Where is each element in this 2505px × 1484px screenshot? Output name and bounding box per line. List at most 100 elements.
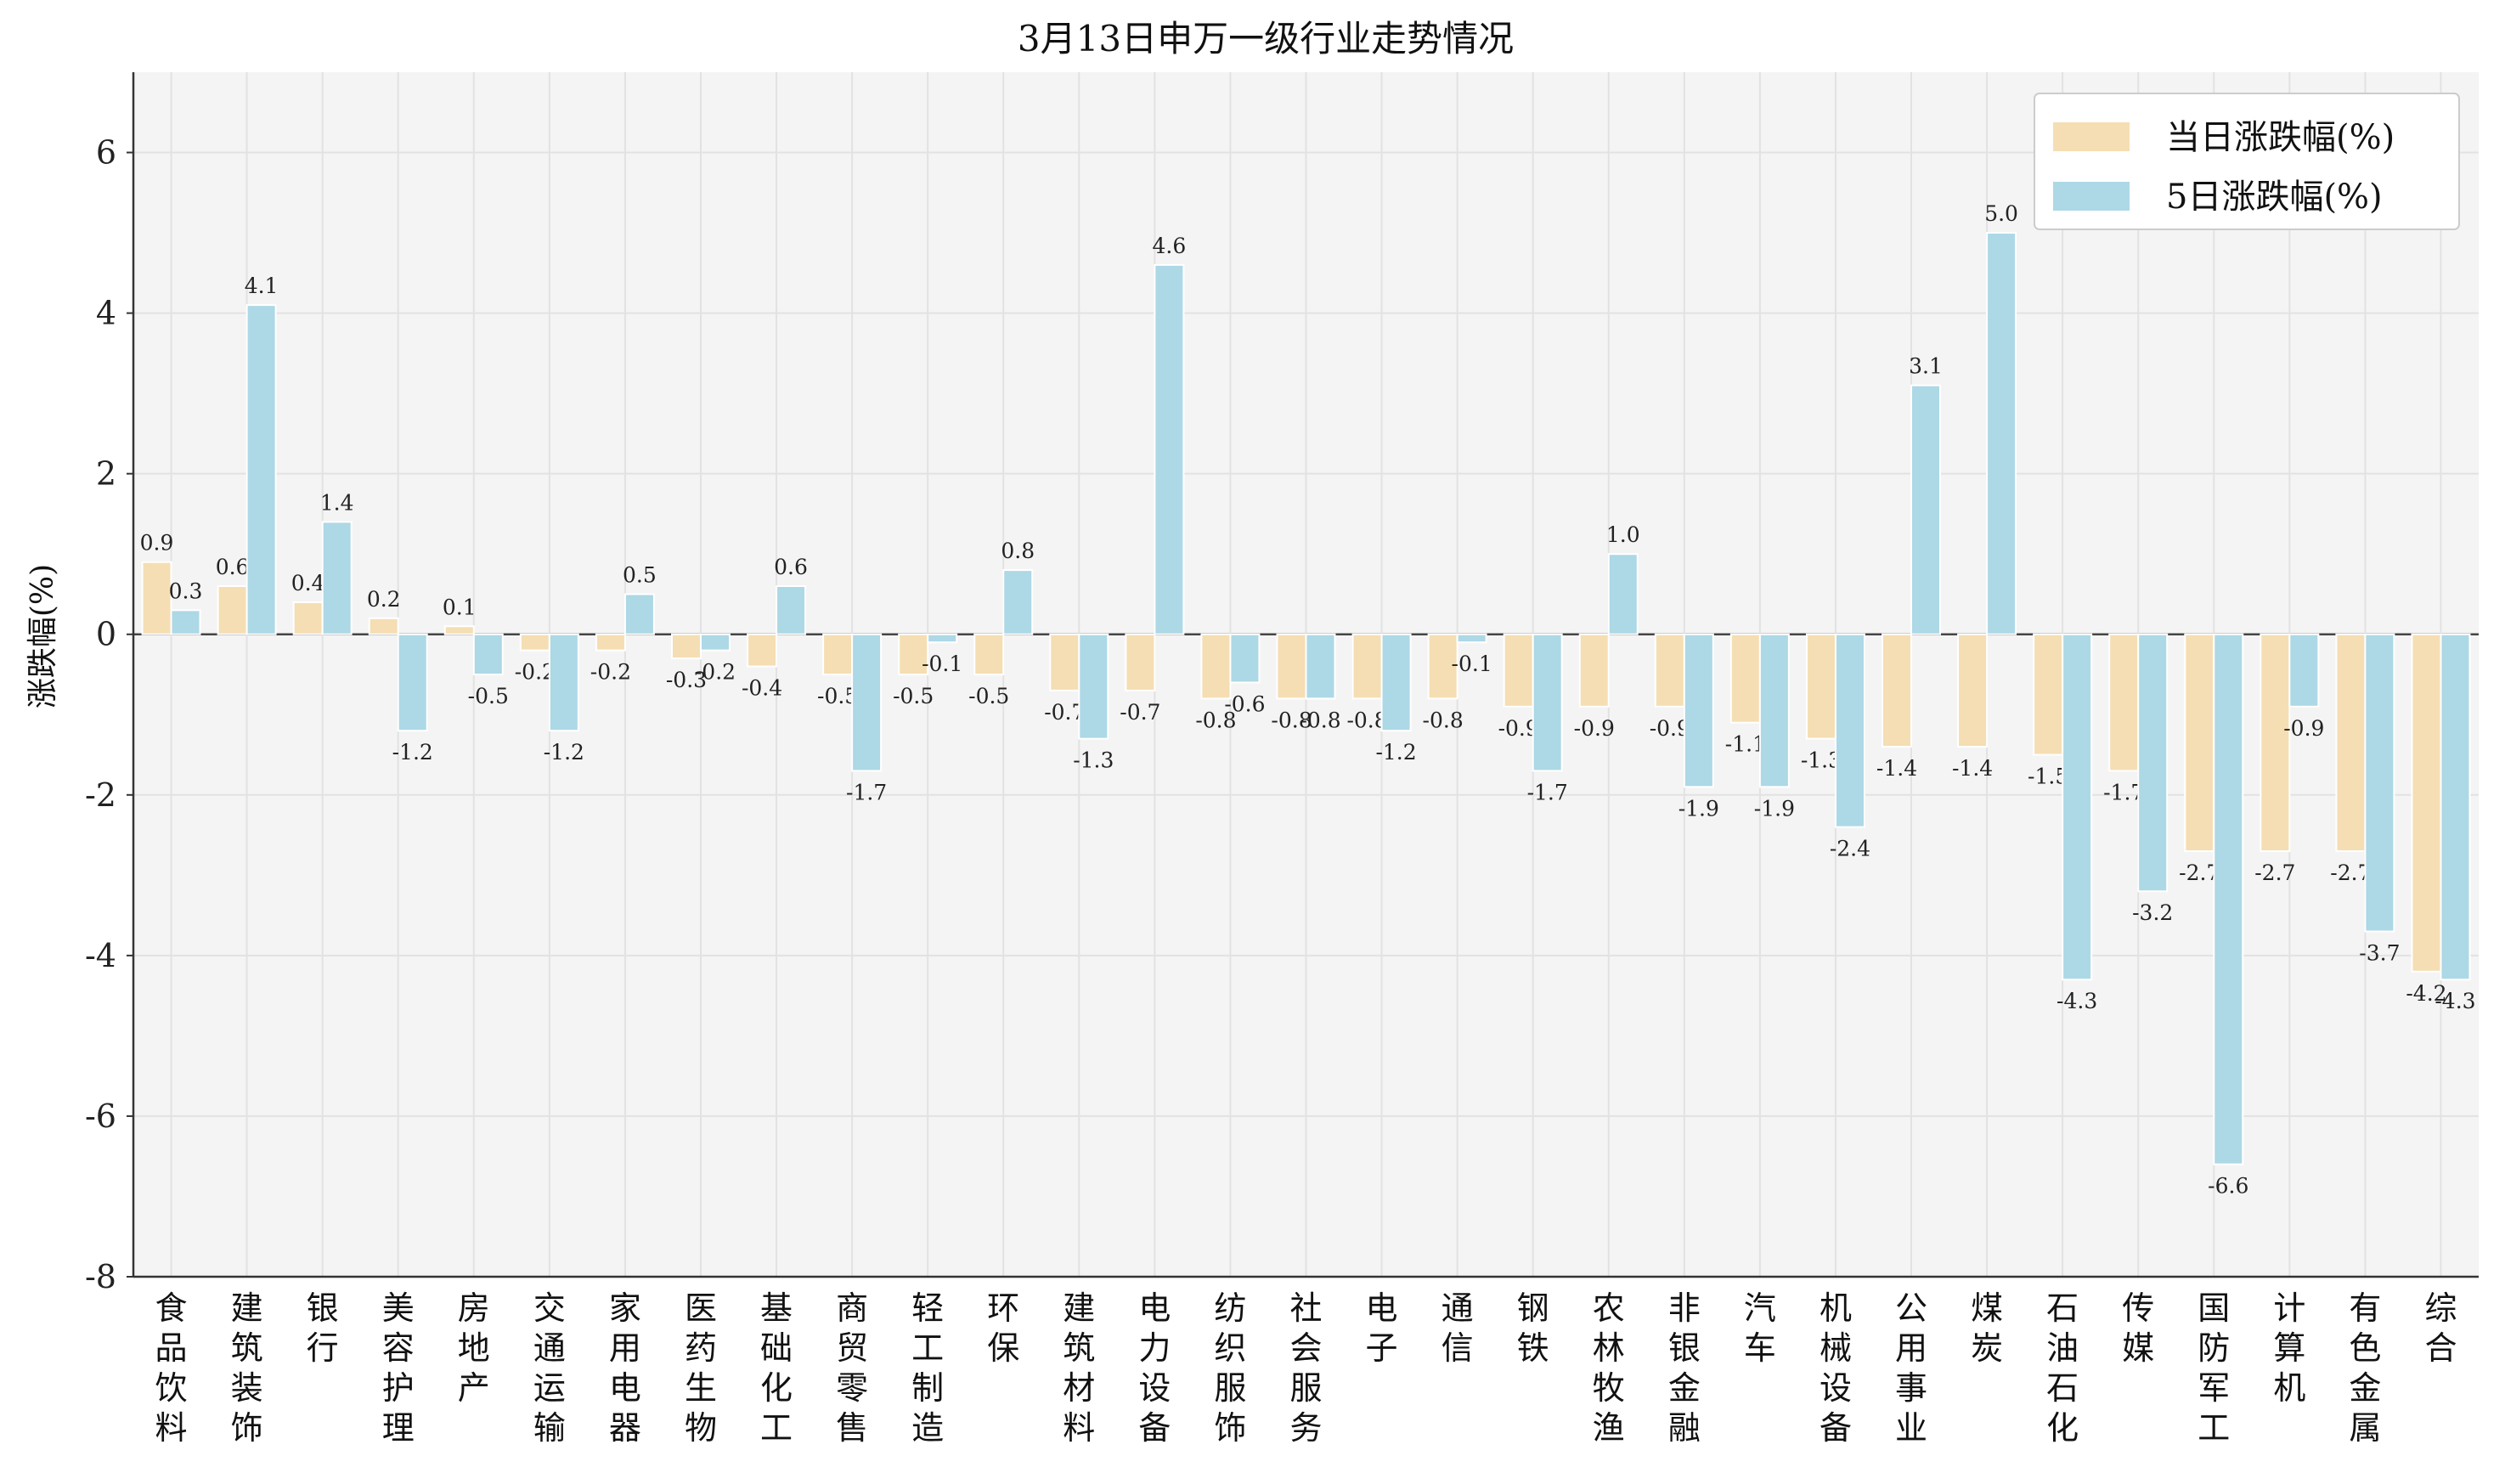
y-tick-label: 2 (96, 455, 116, 493)
data-label: -1.9 (1678, 796, 1719, 821)
bar (2364, 633, 2395, 933)
y-tick-label: 6 (96, 134, 116, 172)
x-tick-label: 基础化工 (760, 1289, 793, 1447)
x-tick-label: 环保 (987, 1289, 1019, 1367)
x-tick-label: 石油石化 (2046, 1289, 2079, 1447)
x-tick-label: 传媒 (2122, 1289, 2154, 1367)
data-label: -1.9 (1754, 796, 1795, 821)
data-label: 4.1 (245, 274, 279, 298)
data-label: 0.3 (169, 578, 203, 603)
x-tick-label: 房地产 (458, 1289, 490, 1407)
bar (927, 633, 958, 644)
x-tick-label: 公用事业 (1895, 1289, 1927, 1447)
bar (1882, 633, 1913, 748)
legend-label: 当日涨跌幅(%) (2166, 118, 2395, 157)
bar (1532, 633, 1563, 772)
bar (1683, 633, 1714, 788)
bar (1351, 633, 1383, 700)
bar (1456, 633, 1487, 644)
bar (2260, 633, 2291, 852)
bar (1607, 553, 1639, 635)
bar (217, 585, 248, 635)
y-tick-label: -4 (85, 937, 116, 974)
data-label: -1.2 (1375, 740, 1416, 765)
data-label: -1.2 (544, 740, 584, 765)
bar (443, 625, 475, 635)
data-label: -0.2 (590, 660, 631, 685)
data-label: 3.1 (1909, 354, 1943, 379)
bar (1276, 633, 1307, 700)
bar (1729, 633, 1761, 724)
bar (1578, 633, 1610, 708)
bar (1049, 633, 1080, 691)
bar (1910, 384, 1942, 635)
data-label: -0.1 (922, 652, 962, 676)
x-tick-label: 商贸零售 (836, 1289, 868, 1447)
y-tick-label: 4 (96, 295, 116, 332)
data-label: -0.9 (1574, 716, 1615, 741)
y-tick-label: 0 (96, 616, 116, 653)
bar (1986, 232, 2017, 635)
x-tick-label: 综合 (2424, 1289, 2457, 1367)
bar (623, 593, 655, 635)
data-label: -1.4 (1876, 756, 1917, 781)
bar (321, 521, 353, 635)
data-label: 0.9 (140, 531, 174, 556)
data-label: 5.0 (1984, 201, 2018, 226)
x-tick-label: 交通运输 (533, 1289, 566, 1447)
bar (851, 633, 883, 772)
bar (2440, 633, 2471, 981)
data-label: 0.6 (216, 555, 250, 579)
bar (2137, 633, 2169, 893)
data-label: -0.3 (666, 668, 707, 692)
data-label: -0.5 (968, 684, 1009, 708)
bar (1305, 633, 1336, 700)
bar (472, 633, 504, 676)
bar (2411, 633, 2442, 973)
x-tick-label: 医药生物 (685, 1289, 717, 1447)
data-label: -4.3 (2434, 989, 2475, 1013)
data-label: -4.3 (2056, 989, 2097, 1013)
y-tick-label: -8 (85, 1258, 116, 1295)
data-label: -0.1 (1452, 652, 1492, 676)
x-tick-label: 汽车 (1744, 1289, 1776, 1367)
bar (898, 633, 929, 676)
data-label: -1.3 (1073, 748, 1114, 773)
x-tick-label: 社会服务 (1289, 1289, 1322, 1447)
legend-swatch (2053, 182, 2130, 211)
data-label: -2.7 (2254, 860, 2295, 885)
bar (2288, 633, 2320, 708)
data-label: 0.8 (1001, 539, 1035, 563)
x-tick-label: 电子 (1366, 1289, 1398, 1367)
bar (1758, 633, 1790, 788)
data-label: 1.4 (320, 490, 354, 515)
x-tick-label: 钢铁 (1517, 1289, 1549, 1367)
bar (1427, 633, 1458, 700)
legend: 当日涨跌幅(%) 5日涨跌幅(%) (2034, 93, 2460, 230)
bar (1154, 263, 1185, 635)
data-label: -2.4 (1830, 837, 1870, 861)
bar (1957, 633, 1989, 748)
data-label: -0.8 (1300, 708, 1340, 732)
bar (2033, 633, 2064, 756)
bar (776, 585, 807, 635)
x-tick-label: 家用电器 (609, 1289, 641, 1447)
data-label: 1.0 (1606, 522, 1640, 547)
data-label: -0.5 (893, 684, 934, 708)
bar (1380, 633, 1412, 732)
bar (1200, 633, 1232, 700)
data-label: 0.6 (774, 555, 808, 579)
data-label: 0.5 (623, 562, 657, 587)
bar (595, 633, 626, 652)
x-tick-label: 纺织服饰 (1214, 1289, 1246, 1447)
data-label: -0.4 (742, 676, 782, 701)
data-label: -0.7 (1120, 700, 1160, 725)
y-tick-label: -6 (85, 1097, 116, 1135)
bar (2335, 633, 2367, 852)
bar (548, 633, 579, 732)
bar (1834, 633, 1865, 828)
data-label: -1.7 (1527, 780, 1568, 804)
bar (2213, 633, 2244, 1165)
